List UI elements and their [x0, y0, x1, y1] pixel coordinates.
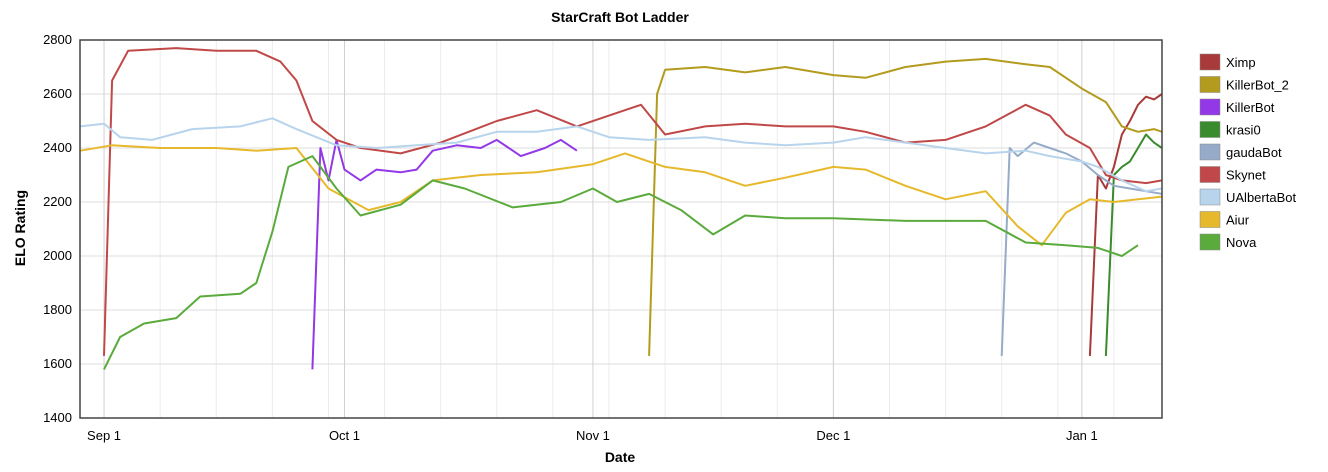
x-axis-title: Date — [605, 449, 636, 465]
legend-swatch-gaudabot — [1199, 143, 1221, 161]
x-tick-label: Dec 1 — [816, 428, 850, 443]
legend-label-aiur: Aiur — [1226, 213, 1250, 228]
legend-label-ximp: Ximp — [1226, 55, 1256, 70]
legend-label-krasi0: krasi0 — [1226, 123, 1261, 138]
series-line-gaudabot — [1000, 141, 1163, 356]
y-tick-label: 1400 — [43, 410, 72, 425]
x-tick-label: Sep 1 — [87, 428, 121, 443]
legend-swatch-skynet — [1199, 166, 1221, 183]
y-tick-label: 1600 — [43, 356, 72, 371]
y-tick-label: 2400 — [43, 140, 72, 155]
series-line-skynet — [103, 47, 1163, 356]
legend: Ximp KillerBot_2 KillerBot krasi0 gaudaBot Sk… — [1199, 53, 1296, 251]
y-tick-label: 2000 — [43, 248, 72, 263]
series-line-aiur — [79, 144, 1163, 247]
legend-swatch-ximp — [1199, 53, 1221, 71]
legend-label-killerbot: KillerBot — [1226, 100, 1275, 115]
series-line-krasi0 — [1104, 133, 1163, 356]
x-tick-label: Nov 1 — [576, 428, 610, 443]
legend-label-ualbertabot: UAlbertaBot — [1226, 190, 1296, 205]
legend-label-nova: Nova — [1226, 235, 1257, 250]
legend-swatch-killerbot-2 — [1199, 76, 1221, 93]
series-line-ualbertabot — [79, 117, 1163, 193]
chart-title: StarCraft Bot Ladder — [551, 9, 689, 25]
plot-frame — [79, 39, 1163, 419]
y-tick-label: 1800 — [43, 302, 72, 317]
series-line-nova — [103, 155, 1139, 370]
y-axis-title: ELO Rating — [12, 190, 28, 266]
x-tick-label: Jan 1 — [1066, 428, 1098, 443]
legend-swatch-krasi0 — [1199, 121, 1221, 138]
y-tick-label: 2200 — [43, 194, 72, 209]
plot-background — [80, 40, 1162, 418]
legend-swatch-nova — [1199, 233, 1221, 251]
legend-swatch-killerbot — [1199, 98, 1221, 116]
legend-label-skynet: Skynet — [1226, 168, 1266, 183]
series-line-killerbot — [311, 138, 578, 370]
legend-swatch-ualbertabot — [1199, 188, 1221, 206]
y-tick-label: 2600 — [43, 86, 72, 101]
plot-area: 1400 1600 1800 2000 2200 2400 2600 2800 Sep 1 Oct… — [43, 32, 1163, 443]
x-tick-label: Oct 1 — [329, 428, 360, 443]
series-line-killerbot-2 — [648, 57, 1163, 356]
legend-swatch-aiur — [1199, 211, 1221, 228]
legend-label-gaudabot: gaudaBot — [1226, 145, 1282, 160]
y-tick-label: 2800 — [43, 32, 72, 47]
legend-label-killerbot-2: KillerBot_2 — [1226, 78, 1289, 93]
